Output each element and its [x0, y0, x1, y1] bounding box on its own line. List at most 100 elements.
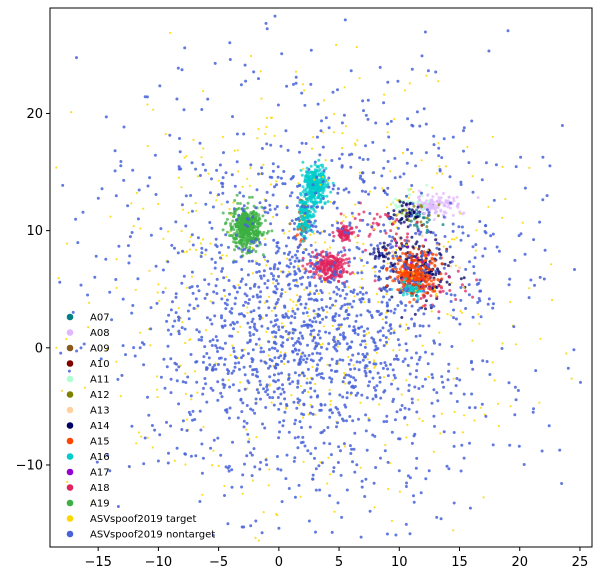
data-point	[258, 467, 262, 471]
data-point	[255, 293, 259, 297]
data-point	[414, 351, 418, 355]
data-point	[249, 166, 252, 170]
data-point	[223, 301, 227, 305]
data-point	[336, 339, 340, 343]
data-point	[287, 378, 290, 381]
data-point	[473, 419, 476, 422]
data-point	[184, 392, 187, 396]
data-point	[175, 446, 179, 450]
data-point	[276, 282, 280, 286]
data-point	[113, 169, 117, 173]
data-point	[539, 337, 542, 340]
data-point	[292, 459, 296, 463]
data-point	[416, 398, 420, 401]
data-point	[351, 384, 355, 388]
data-point	[519, 232, 523, 236]
data-point	[333, 314, 337, 318]
data-point	[330, 411, 334, 415]
data-point	[444, 272, 448, 276]
data-point	[363, 345, 367, 349]
data-point	[226, 372, 230, 376]
data-point	[344, 405, 348, 409]
data-point	[272, 373, 276, 377]
data-point	[534, 369, 538, 373]
data-point	[307, 220, 311, 224]
data-point	[310, 177, 314, 181]
data-point	[253, 322, 257, 326]
data-point	[230, 371, 234, 375]
data-point	[304, 302, 308, 306]
data-point	[348, 444, 352, 448]
data-point	[397, 437, 401, 441]
data-point	[423, 211, 427, 215]
data-point	[291, 380, 295, 384]
data-point	[358, 218, 362, 222]
data-point	[263, 301, 267, 304]
data-point	[328, 494, 332, 498]
data-point	[396, 288, 400, 292]
data-point	[386, 374, 390, 378]
data-point	[166, 461, 170, 465]
data-point	[130, 231, 134, 234]
data-point	[420, 54, 424, 58]
data-point	[471, 190, 475, 194]
data-point	[131, 168, 135, 172]
data-point	[343, 303, 347, 307]
data-point	[328, 363, 332, 367]
data-point	[513, 413, 517, 417]
data-point	[213, 61, 217, 65]
data-point	[252, 325, 256, 329]
data-point	[262, 163, 265, 166]
data-point	[406, 245, 410, 249]
data-point	[294, 278, 298, 282]
data-point	[273, 185, 276, 189]
data-point	[117, 244, 121, 248]
data-point	[230, 307, 234, 311]
data-point	[353, 385, 357, 388]
data-point	[351, 215, 355, 218]
data-point	[204, 253, 207, 256]
data-point	[429, 251, 433, 255]
data-point	[59, 351, 63, 355]
data-point	[427, 211, 431, 215]
data-point	[329, 200, 332, 204]
data-point	[174, 295, 178, 299]
data-point	[384, 321, 388, 325]
data-point	[405, 202, 409, 206]
data-point	[501, 342, 504, 345]
data-point	[352, 299, 356, 303]
data-point	[328, 415, 332, 419]
data-point	[336, 187, 340, 191]
data-point	[173, 246, 176, 250]
data-point	[385, 293, 388, 296]
data-point	[487, 49, 491, 53]
data-point	[315, 175, 319, 179]
data-point	[404, 304, 408, 307]
data-point	[304, 142, 308, 145]
data-point	[215, 339, 219, 342]
data-point	[424, 273, 428, 277]
data-point	[333, 340, 337, 344]
data-point	[344, 215, 347, 219]
data-point	[331, 239, 335, 243]
data-point	[169, 332, 173, 336]
data-point	[377, 256, 381, 260]
data-point	[309, 290, 312, 293]
data-point	[300, 173, 304, 177]
data-point	[450, 260, 454, 264]
data-point	[393, 265, 397, 269]
data-point	[241, 242, 245, 246]
data-point	[416, 228, 420, 232]
data-point	[203, 296, 207, 300]
data-point	[290, 219, 294, 223]
data-point	[288, 194, 292, 198]
data-point	[359, 343, 363, 347]
data-point	[468, 260, 471, 264]
data-point	[447, 195, 451, 199]
data-point	[296, 446, 300, 450]
data-point	[254, 238, 258, 242]
data-point	[357, 368, 361, 372]
data-point	[312, 328, 316, 332]
data-point	[215, 245, 219, 248]
data-point	[225, 298, 229, 302]
